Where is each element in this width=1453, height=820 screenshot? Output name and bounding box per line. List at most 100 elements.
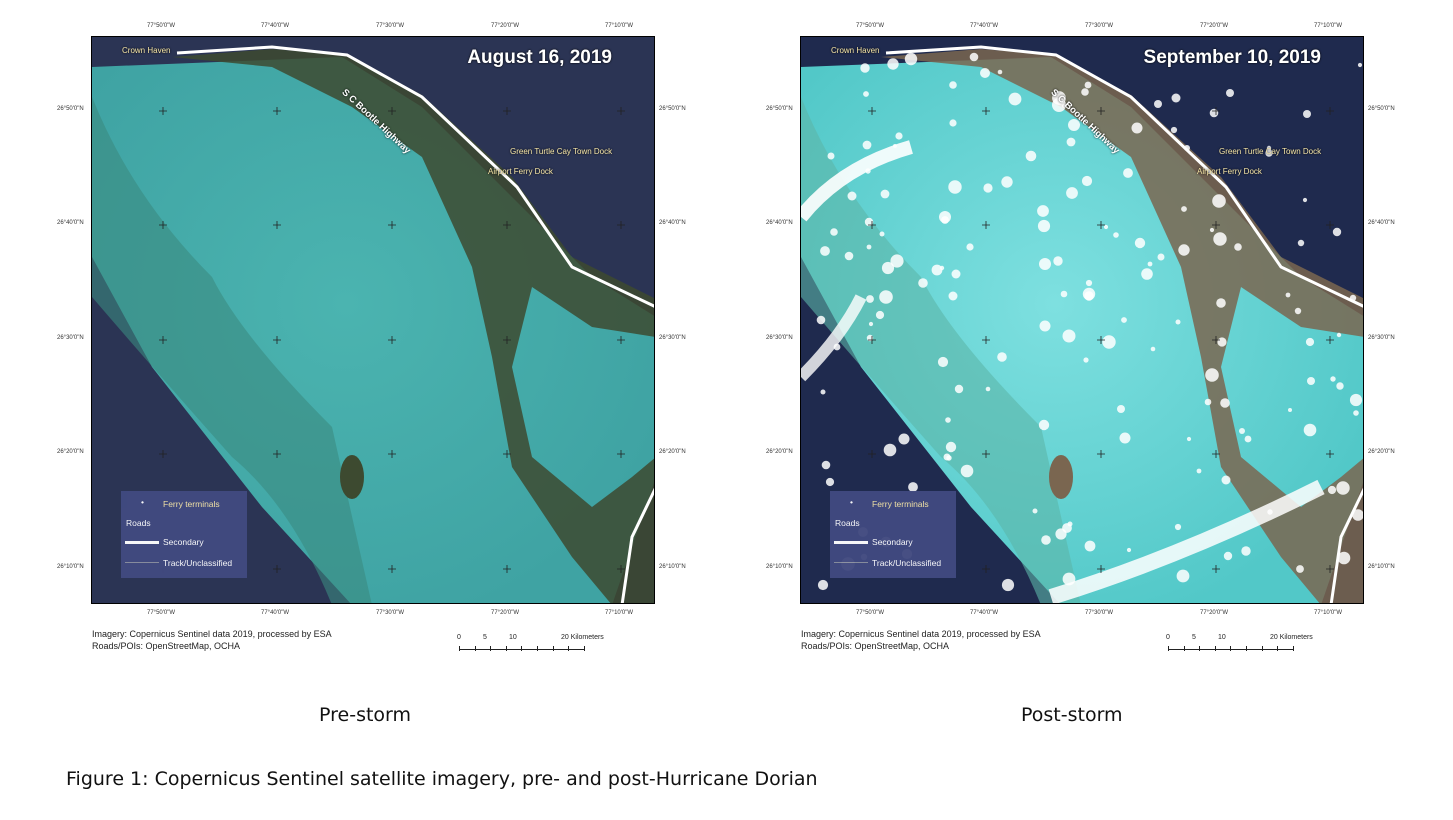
secondary-road-south: [1329, 487, 1363, 603]
scale-tick: [521, 646, 523, 651]
map-legend: • Ferry terminals Roads Secondary Track/…: [121, 491, 247, 578]
roads-credit: Roads/POIs: OpenStreetMap, OCHA: [801, 641, 950, 651]
longitude-tick-label: 77°30'0"W: [1085, 610, 1114, 616]
longitude-tick-label: 77°50'0"W: [147, 610, 176, 616]
longitude-tick-label: 77°50'0"W: [856, 23, 885, 29]
scale-label: 5: [1192, 634, 1196, 641]
scale-tick: [552, 646, 554, 651]
scale-tick: [537, 646, 538, 651]
scale-tick: [474, 646, 476, 651]
ferry-terminal-icon: •: [141, 497, 144, 507]
land: [172, 49, 654, 603]
track-road-swatch: [125, 562, 159, 563]
scale-tick: [1292, 646, 1294, 651]
scale-tick: [568, 646, 570, 651]
longitude-tick-label: 77°20'0"W: [491, 610, 520, 616]
scale-tick: [1199, 646, 1201, 651]
secondary-road-south: [620, 487, 654, 603]
scale-tick: [1230, 646, 1232, 651]
pre-storm-map: August 16, 2019 Crown Haven S C Bootle H…: [91, 36, 655, 604]
longitude-tick-label: 77°50'0"W: [147, 23, 176, 29]
place-label-green-turtle-cay: Green Turtle Cay Town Dock: [510, 147, 613, 156]
longitude-tick-label: 77°40'0"W: [970, 610, 999, 616]
place-label-airport-ferry-dock: Airport Ferry Dock: [488, 167, 553, 176]
latitude-tick-label: 26°30'0"N: [1368, 335, 1395, 341]
imagery-credit: Imagery: Copernicus Sentinel data 2019, …: [801, 629, 1041, 639]
place-label-green-turtle-cay: Green Turtle Cay Town Dock: [1219, 147, 1322, 156]
latitude-tick-label: 26°50'0"N: [57, 106, 84, 112]
scale-tick: [490, 646, 492, 651]
legend-track: Track/Unclassified: [872, 558, 942, 568]
map-legend: • Ferry terminals Roads Secondary Track/…: [830, 491, 956, 578]
latitude-tick-label: 26°40'0"N: [659, 220, 686, 226]
scale-tick: [1214, 646, 1216, 651]
legend-ferry: Ferry terminals: [872, 499, 929, 509]
island: [340, 455, 364, 499]
secondary-road-swatch: [834, 541, 868, 544]
legend-roads: Roads: [835, 518, 860, 528]
longitude-tick-label: 77°30'0"W: [1085, 23, 1114, 29]
latitude-tick-label: 26°20'0"N: [1368, 449, 1395, 455]
west-shore: [92, 97, 372, 603]
place-label-crown-haven: Crown Haven: [831, 46, 880, 55]
scale-tick: [459, 646, 460, 651]
legend-track: Track/Unclassified: [163, 558, 233, 568]
scale-tick: [1246, 646, 1247, 651]
latitude-tick-label: 26°50'0"N: [766, 106, 793, 112]
ferry-terminal-icon: •: [850, 497, 853, 507]
longitude-tick-label: 77°20'0"W: [491, 23, 520, 29]
longitude-tick-label: 77°50'0"W: [856, 610, 885, 616]
scale-label: 20 Kilometers: [1270, 634, 1313, 641]
post-storm-map: September 10, 2019 Crown Haven S C Bootl…: [800, 36, 1364, 604]
latitude-tick-label: 26°30'0"N: [57, 335, 84, 341]
latitude-tick-label: 26°20'0"N: [57, 449, 84, 455]
latitude-tick-label: 26°20'0"N: [659, 449, 686, 455]
latitude-tick-label: 26°10'0"N: [766, 564, 793, 570]
latitude-tick-label: 26°10'0"N: [659, 564, 686, 570]
latitude-tick-label: 26°40'0"N: [1368, 220, 1395, 226]
panel-subtitle: Post-storm: [1021, 704, 1123, 726]
scale-label: 5: [483, 634, 487, 641]
longitude-tick-label: 77°20'0"W: [1200, 23, 1229, 29]
scale-label: 0: [457, 634, 461, 641]
longitude-tick-label: 77°30'0"W: [376, 610, 405, 616]
scale-tick: [505, 646, 507, 651]
scale-tick: [1277, 646, 1279, 651]
latitude-tick-label: 26°10'0"N: [1368, 564, 1395, 570]
land: [881, 49, 1363, 603]
latitude-tick-label: 26°20'0"N: [766, 449, 793, 455]
secondary-road: [885, 45, 1363, 308]
latitude-tick-label: 26°40'0"N: [766, 220, 793, 226]
figure-caption: Figure 1: Copernicus Sentinel satellite …: [66, 768, 818, 790]
legend-ferry: Ferry terminals: [163, 499, 220, 509]
scale-label: 0: [1166, 634, 1170, 641]
latitude-tick-label: 26°50'0"N: [1368, 106, 1395, 112]
scale-label: 10: [509, 634, 517, 641]
latitude-tick-label: 26°30'0"N: [766, 335, 793, 341]
scale-tick: [583, 646, 585, 651]
data-credits: Imagery: Copernicus Sentinel data 2019, …: [92, 628, 332, 652]
roads-credit: Roads/POIs: OpenStreetMap, OCHA: [92, 641, 241, 651]
legend-roads: Roads: [126, 518, 151, 528]
longitude-tick-label: 77°30'0"W: [376, 23, 405, 29]
longitude-tick-label: 77°40'0"W: [970, 23, 999, 29]
legend-secondary: Secondary: [872, 537, 913, 547]
longitude-tick-label: 77°40'0"W: [261, 23, 290, 29]
secondary-road-swatch: [125, 541, 159, 544]
place-label-crown-haven: Crown Haven: [122, 46, 171, 55]
panel-subtitle: Pre-storm: [319, 704, 412, 726]
place-label-airport-ferry-dock: Airport Ferry Dock: [1197, 167, 1262, 176]
secondary-road: [176, 45, 654, 308]
scale-label: 10: [1218, 634, 1226, 641]
scale-tick: [1183, 646, 1185, 651]
scale-tick: [1261, 646, 1263, 651]
track-road-swatch: [834, 562, 868, 563]
imagery-credit: Imagery: Copernicus Sentinel data 2019, …: [92, 629, 332, 639]
longitude-tick-label: 77°10'0"W: [605, 23, 634, 29]
latitude-tick-label: 26°40'0"N: [57, 220, 84, 226]
longitude-tick-label: 77°40'0"W: [261, 610, 290, 616]
longitude-tick-label: 77°10'0"W: [1314, 610, 1343, 616]
image-date: September 10, 2019: [1143, 47, 1321, 68]
latitude-tick-label: 26°30'0"N: [659, 335, 686, 341]
longitude-tick-label: 77°10'0"W: [1314, 23, 1343, 29]
